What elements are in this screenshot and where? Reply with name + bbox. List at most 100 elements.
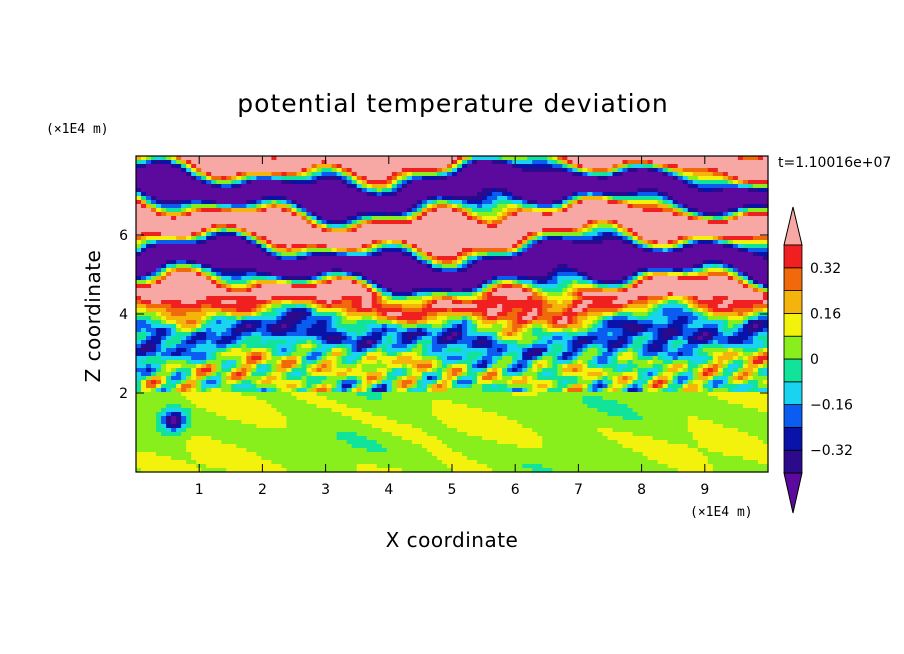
field-cell <box>416 296 423 301</box>
field-cell <box>572 172 578 177</box>
field-cell <box>316 200 323 205</box>
field-cell <box>662 184 669 189</box>
field-cell <box>141 176 147 181</box>
field-cell <box>206 208 212 213</box>
field-cell <box>662 216 669 221</box>
field-cell <box>607 296 614 301</box>
field-cell <box>572 232 578 237</box>
field-cell <box>226 200 232 205</box>
field-cell <box>592 260 599 265</box>
field-cell <box>146 160 152 165</box>
field-cell <box>532 172 538 177</box>
field-cell <box>281 216 288 221</box>
field-cell <box>597 228 604 233</box>
field-cell <box>622 272 629 277</box>
field-cell <box>371 248 378 253</box>
field-cell <box>156 196 162 201</box>
field-cell <box>221 252 227 257</box>
field-cell <box>411 288 418 293</box>
field-cell <box>271 272 278 277</box>
field-cell <box>281 168 288 173</box>
field-cell <box>221 192 227 197</box>
field-cell <box>752 304 759 309</box>
field-cell <box>697 292 704 297</box>
field-cell <box>161 180 167 185</box>
field-cell <box>472 300 478 305</box>
field-cell <box>612 188 619 193</box>
field-cell <box>502 176 508 181</box>
field-cell <box>477 228 483 233</box>
field-cell <box>286 224 293 229</box>
field-cell <box>657 156 664 161</box>
field-cell <box>181 180 187 185</box>
field-cell <box>507 308 513 313</box>
field-cell <box>241 156 247 161</box>
field-cell <box>602 292 609 297</box>
field-cell <box>552 200 558 205</box>
field-cell <box>221 288 227 293</box>
field-cell <box>161 248 167 253</box>
field-cell <box>226 288 232 293</box>
field-cell <box>692 256 699 261</box>
field-cell <box>381 248 388 253</box>
field-cell <box>366 168 373 173</box>
field-cell <box>597 240 604 245</box>
field-cell <box>472 264 478 269</box>
field-cell <box>166 176 172 181</box>
field-cell <box>762 236 769 241</box>
field-cell <box>146 176 152 181</box>
field-cell <box>502 280 508 285</box>
field-cell <box>657 172 664 177</box>
field-cell <box>602 308 609 313</box>
field-cell <box>457 220 463 225</box>
field-cell <box>652 212 659 217</box>
field-cell <box>291 172 298 177</box>
field-cell <box>617 268 624 273</box>
field-cell <box>717 184 724 189</box>
field-cell <box>577 252 584 257</box>
field-cell <box>286 180 293 185</box>
field-cell <box>467 296 473 301</box>
field-cell <box>341 236 348 241</box>
field-cell <box>331 284 338 289</box>
field-cell <box>416 240 423 245</box>
field-cell <box>727 216 734 221</box>
field-cell <box>186 188 192 193</box>
field-cell <box>542 188 548 193</box>
field-cell <box>667 208 674 213</box>
field-cell <box>642 272 649 277</box>
field-cell <box>411 200 418 205</box>
field-cell <box>537 280 543 285</box>
field-cell <box>241 188 247 193</box>
field-cell <box>441 232 448 237</box>
field-cell <box>542 292 548 297</box>
field-cell <box>151 216 157 221</box>
field-cell <box>216 288 222 293</box>
field-cell <box>406 192 413 197</box>
field-cell <box>697 288 704 293</box>
field-cell <box>587 244 594 249</box>
field-cell <box>702 240 709 245</box>
field-cell <box>592 204 599 209</box>
field-cell <box>361 236 368 241</box>
field-cell <box>211 280 217 285</box>
field-cell <box>371 204 378 209</box>
field-cell <box>286 260 293 265</box>
field-cell <box>231 216 237 221</box>
field-cell <box>321 236 328 241</box>
field-cell <box>517 304 523 309</box>
field-cell <box>166 296 172 301</box>
field-cell <box>266 220 273 225</box>
field-cell <box>702 192 709 197</box>
field-cell <box>617 288 624 293</box>
field-cell <box>677 268 684 273</box>
field-cell <box>146 200 152 205</box>
field-cell <box>271 252 278 257</box>
field-cell <box>482 204 488 209</box>
field-cell <box>161 308 167 313</box>
field-cell <box>266 168 273 173</box>
field-cell <box>356 220 363 225</box>
field-cell <box>351 228 358 233</box>
field-cell <box>401 188 408 193</box>
field-cell <box>421 308 428 313</box>
